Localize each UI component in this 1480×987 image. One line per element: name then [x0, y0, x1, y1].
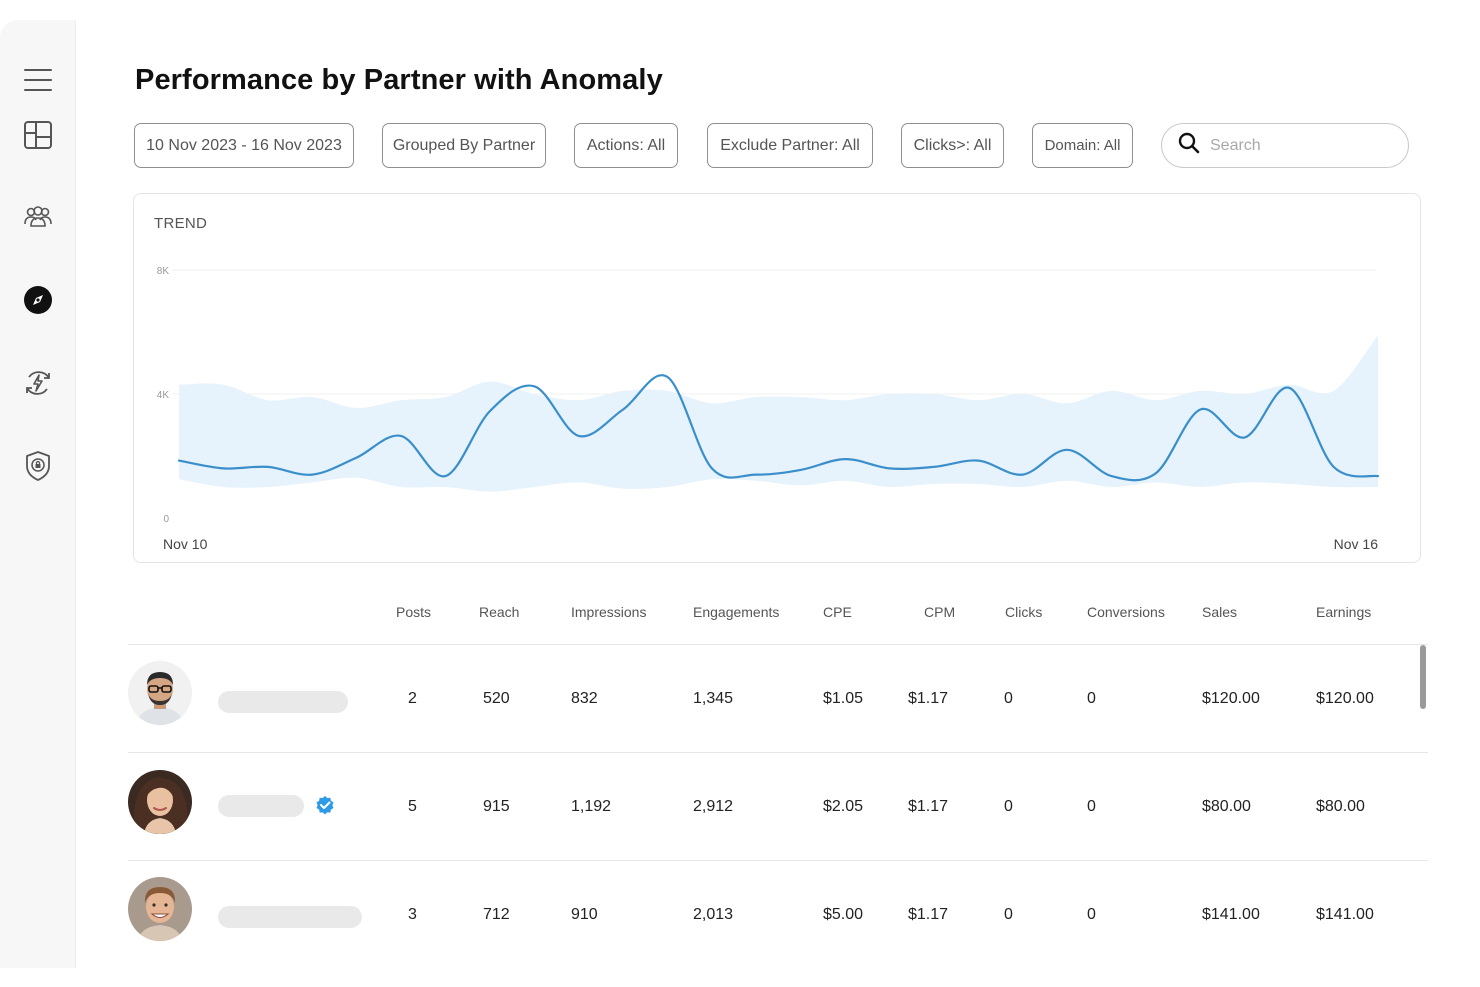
cell-clicks: 0: [1004, 690, 1013, 707]
table-row[interactable]: 5 915 1,192 2,912 $2.05 $1.17 0 0 $80.00…: [128, 753, 1428, 861]
sidebar: [0, 20, 76, 968]
trend-chart: 8K 4K 0 Nov 10 Nov 16: [157, 266, 1380, 552]
col-header-sales[interactable]: Sales: [1202, 604, 1238, 620]
energy-icon[interactable]: [18, 363, 58, 403]
col-header-impressions[interactable]: Impressions: [571, 604, 647, 620]
cell-sales: $120.00: [1202, 690, 1260, 707]
table-row[interactable]: 2 520 832 1,345 $1.05 $1.17 0 0 $120.00 …: [128, 645, 1428, 753]
anomaly-band: [179, 335, 1378, 492]
x-axis-start-label: Nov 10: [163, 536, 208, 552]
cell-impressions: 832: [571, 690, 598, 707]
cell-posts: 2: [408, 690, 417, 707]
table-row[interactable]: 3 712 910 2,013 $5.00 $1.17 0 0 $141.00 …: [128, 861, 1428, 969]
cell-engagements: 2,013: [693, 906, 734, 923]
cell-cpe: $5.00: [823, 906, 864, 923]
cell-cpe: $2.05: [823, 798, 864, 815]
cell-clicks: 0: [1004, 798, 1013, 815]
cell-sales: $141.00: [1202, 906, 1260, 923]
users-group-icon[interactable]: [18, 197, 58, 237]
cell-reach: 712: [483, 906, 510, 923]
domain-filter[interactable]: Domain: All: [1032, 123, 1133, 168]
cell-engagements: 2,912: [693, 798, 734, 815]
dashboard-icon[interactable]: [18, 115, 58, 155]
col-header-earnings[interactable]: Earnings: [1316, 604, 1372, 620]
cell-posts: 5: [408, 798, 417, 815]
col-header-conversions[interactable]: Conversions: [1087, 604, 1165, 620]
col-header-cpe[interactable]: CPE: [823, 604, 852, 620]
grouped-by-filter[interactable]: Grouped By Partner: [382, 123, 546, 168]
clicks-filter[interactable]: Clicks>: All: [901, 123, 1004, 168]
cell-conversions: 0: [1087, 798, 1096, 815]
avatar[interactable]: [128, 661, 192, 725]
actions-filter[interactable]: Actions: All: [574, 123, 678, 168]
cell-cpm: $1.17: [908, 690, 949, 707]
partner-name-placeholder: [218, 906, 362, 928]
cell-earnings: $120.00: [1316, 690, 1374, 707]
y-tick-label: 8K: [157, 266, 170, 277]
cell-earnings: $141.00: [1316, 906, 1374, 923]
partner-name-placeholder: [218, 691, 348, 713]
cell-conversions: 0: [1087, 690, 1096, 707]
cell-cpe: $1.05: [823, 690, 864, 707]
y-tick-label: 4K: [157, 390, 170, 401]
table-scrollbar[interactable]: [1420, 645, 1426, 709]
y-tick-label: 0: [163, 514, 169, 525]
cell-posts: 3: [408, 906, 417, 923]
search-box[interactable]: [1161, 123, 1409, 168]
col-header-reach[interactable]: Reach: [479, 604, 520, 620]
cell-cpm: $1.17: [908, 906, 949, 923]
partner-name-placeholder: [218, 795, 304, 817]
cell-clicks: 0: [1004, 906, 1013, 923]
chart-title: TREND: [154, 215, 208, 232]
cell-sales: $80.00: [1202, 798, 1251, 815]
col-header-engagements[interactable]: Engagements: [693, 604, 780, 620]
page-title: Performance by Partner with Anomaly: [135, 64, 663, 96]
exclude-partner-filter[interactable]: Exclude Partner: All: [707, 123, 873, 168]
cell-impressions: 1,192: [571, 798, 612, 815]
compass-icon[interactable]: [18, 280, 58, 320]
cell-engagements: 1,345: [693, 690, 734, 707]
cell-impressions: 910: [571, 906, 598, 923]
verified-badge-icon: [315, 795, 335, 820]
avatar[interactable]: [128, 770, 192, 834]
cell-cpm: $1.17: [908, 798, 949, 815]
col-header-clicks[interactable]: Clicks: [1005, 604, 1043, 620]
cell-conversions: 0: [1087, 906, 1096, 923]
trend-chart-card: TREND 8K 4K 0 Nov 10 Nov 16: [133, 193, 1421, 563]
cell-earnings: $80.00: [1316, 798, 1365, 815]
table-header: Posts Reach Impressions Engagements CPE …: [128, 590, 1428, 645]
trend-line: [177, 374, 1380, 482]
col-header-cpm[interactable]: CPM: [924, 604, 956, 620]
col-header-posts[interactable]: Posts: [396, 604, 432, 620]
cell-reach: 915: [483, 798, 510, 815]
x-axis-end-label: Nov 16: [1334, 536, 1379, 552]
avatar[interactable]: [128, 877, 192, 941]
search-input[interactable]: [1210, 136, 1380, 155]
shield-lock-icon[interactable]: [18, 446, 58, 486]
search-icon: [1178, 132, 1200, 159]
cell-reach: 520: [483, 690, 510, 707]
date-range-filter[interactable]: 10 Nov 2023 - 16 Nov 2023: [134, 123, 354, 168]
menu-icon[interactable]: [18, 60, 58, 100]
